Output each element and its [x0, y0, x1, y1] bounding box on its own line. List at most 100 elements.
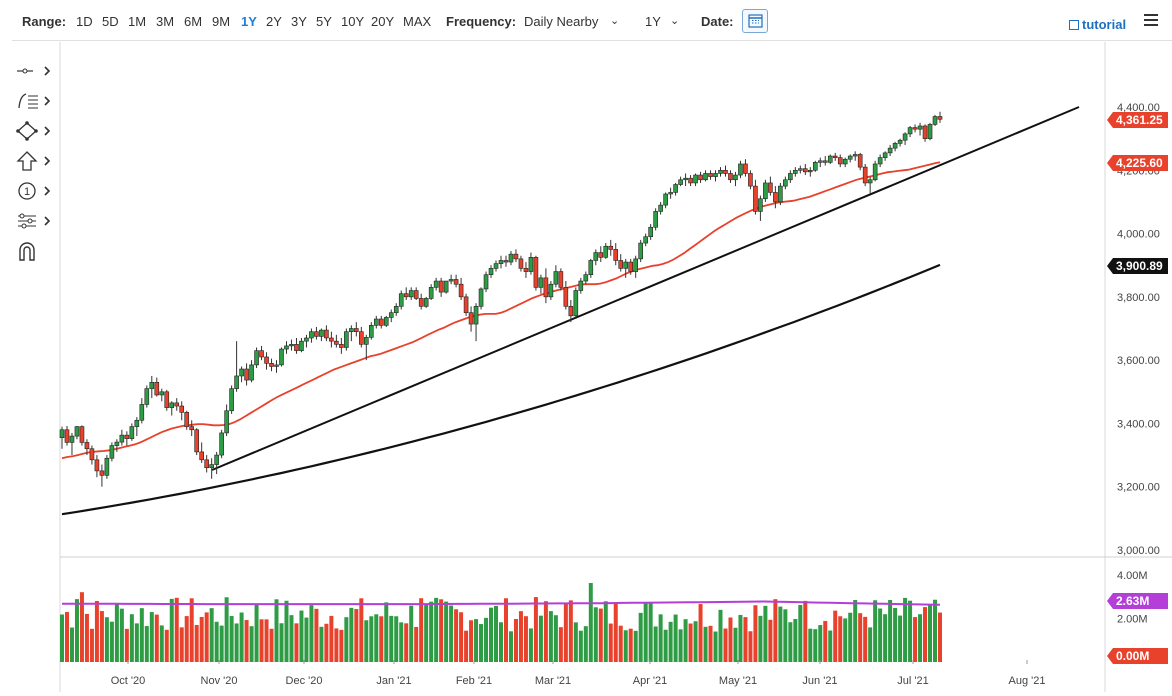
- volume-bar: [274, 599, 279, 662]
- candle-body: [728, 173, 733, 181]
- volume-bar: [758, 615, 763, 662]
- volume-bar: [314, 608, 319, 662]
- last-price-tag-shape: [1107, 112, 1168, 128]
- volume-bar: [568, 600, 573, 662]
- volume-bar: [708, 625, 713, 662]
- shapes-tool-icon[interactable]: [14, 120, 54, 146]
- range-button-1m[interactable]: 1M: [128, 14, 147, 29]
- volume-bar: [60, 614, 64, 662]
- volume-bar: [698, 604, 703, 662]
- volume-bar: [883, 614, 888, 662]
- volume-bar: [693, 621, 698, 662]
- volume-bar: [743, 617, 748, 662]
- chevron-down-icon[interactable]: ⌄: [670, 15, 680, 27]
- frequency-select[interactable]: Daily Nearby: [524, 14, 599, 29]
- candle-body: [438, 280, 444, 293]
- volume-bar: [688, 623, 693, 662]
- range-button-1y[interactable]: 1Y: [241, 14, 257, 29]
- candle-body: [249, 364, 254, 381]
- volume-bar: [513, 619, 518, 662]
- volume-bar: [858, 613, 863, 662]
- chart-axes: 4,400.004,200.004,000.003,800.003,600.00…: [111, 102, 1160, 687]
- volume-bar: [134, 623, 139, 662]
- candle-body: [653, 211, 658, 228]
- candle-body: [124, 434, 130, 439]
- candle-body: [583, 274, 589, 282]
- range-button-3m[interactable]: 3M: [156, 14, 175, 29]
- volume-bar: [384, 602, 389, 662]
- range-button-20y[interactable]: 20Y: [371, 14, 395, 29]
- volume-bar: [543, 601, 548, 662]
- range-button-3y[interactable]: 3Y: [291, 14, 307, 29]
- volume-bar: [518, 611, 523, 662]
- period-select[interactable]: 1Y: [645, 14, 661, 29]
- volume-bar: [913, 617, 918, 662]
- volume-bar: [109, 621, 114, 662]
- candle-body: [648, 226, 653, 238]
- ma-fast-tag: 4,225.60: [1107, 155, 1168, 171]
- date-picker-button[interactable]: [742, 9, 768, 33]
- volume-bar: [733, 627, 738, 662]
- volume-bar: [578, 630, 583, 662]
- annotation-tool-icon[interactable]: 1: [14, 180, 54, 206]
- range-button-2y[interactable]: 2Y: [266, 14, 282, 29]
- volume-bar: [598, 608, 603, 662]
- price-chart[interactable]: 4,400.004,200.004,000.003,800.003,600.00…: [0, 42, 1172, 696]
- volume-bar: [289, 615, 294, 662]
- volume-bar: [464, 630, 469, 662]
- candle-body: [748, 173, 753, 187]
- candle-body: [917, 125, 923, 130]
- volume-bar: [728, 617, 733, 662]
- candle-body: [857, 154, 863, 168]
- fibonacci-tool-icon[interactable]: [14, 90, 54, 116]
- volume-bar: [608, 623, 613, 662]
- candle-body: [877, 157, 883, 165]
- volume-bar: [553, 615, 558, 662]
- volume-bar: [479, 624, 484, 662]
- candle-body: [269, 363, 274, 367]
- indicator-settings-icon[interactable]: [14, 210, 54, 236]
- volume-bar: [638, 612, 643, 662]
- volume-bar: [548, 611, 553, 662]
- volume-bar: [224, 597, 229, 662]
- menu-icon[interactable]: [1144, 14, 1158, 29]
- candle-body: [423, 298, 429, 307]
- volume-bar: [249, 626, 254, 662]
- x-tick-label: Jul '21: [897, 675, 928, 687]
- candle-body: [842, 158, 848, 165]
- range-button-10y[interactable]: 10Y: [341, 14, 365, 29]
- candle-body: [483, 274, 489, 290]
- volume-zero-tag-shape: [1107, 648, 1168, 664]
- range-button-max[interactable]: MAX: [403, 14, 432, 29]
- range-button-1d[interactable]: 1D: [76, 14, 93, 29]
- film-icon: [1069, 20, 1079, 30]
- volume-bar: [374, 614, 379, 662]
- volume-bar: [484, 617, 489, 662]
- candle-body: [344, 331, 349, 348]
- range-button-6m[interactable]: 6M: [184, 14, 203, 29]
- candle-body: [613, 249, 619, 261]
- chevron-down-icon[interactable]: ⌄: [610, 15, 620, 27]
- range-button-5d[interactable]: 5D: [102, 14, 119, 29]
- arrow-up-tool-icon[interactable]: [14, 150, 54, 176]
- volume-bar: [114, 604, 119, 662]
- volume-bar: [808, 628, 813, 662]
- candle-body: [633, 258, 638, 272]
- candle-body: [832, 155, 838, 158]
- trendline: [211, 106, 1080, 471]
- candle-body: [553, 271, 559, 285]
- y-tick-label: 4,000.00: [1117, 229, 1160, 241]
- volume-bar: [793, 619, 798, 662]
- volume-bar: [788, 622, 793, 662]
- svg-text:1: 1: [24, 186, 30, 198]
- candle-body: [478, 288, 484, 307]
- candle-body: [259, 350, 264, 358]
- magnet-icon[interactable]: [14, 240, 54, 266]
- crosshair-tool-icon[interactable]: [14, 60, 54, 86]
- volume-bar: [284, 600, 289, 662]
- range-button-5y[interactable]: 5Y: [316, 14, 332, 29]
- tutorial-link[interactable]: tutorial: [1069, 17, 1126, 32]
- volume-bar: [229, 616, 234, 662]
- candle-body: [927, 124, 933, 139]
- range-button-9m[interactable]: 9M: [212, 14, 231, 29]
